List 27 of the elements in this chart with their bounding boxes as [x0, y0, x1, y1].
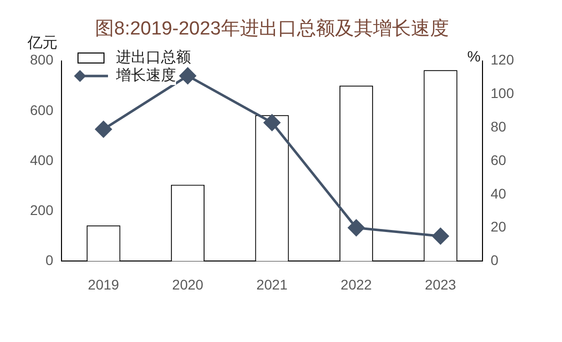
y2-tick-label: 40 — [490, 185, 506, 202]
y2-tick-label: 0 — [490, 252, 499, 268]
chart-title: 图8:2019-2023年进出口总额及其增长速度 — [95, 18, 449, 40]
x-tick-label: 2019 — [88, 276, 120, 292]
y2-axis-title: % — [467, 48, 481, 66]
text: 进出口总额 — [116, 49, 191, 67]
point — [179, 68, 196, 84]
y2-tick-label: 120 — [490, 52, 514, 68]
point — [432, 228, 449, 244]
x-tick-label: 2022 — [340, 276, 372, 292]
y-tick-label: 200 — [30, 202, 54, 218]
y-axis-title: 亿元 — [26, 34, 58, 52]
point — [348, 220, 365, 236]
point — [95, 121, 112, 138]
point — [264, 114, 280, 131]
x-tick-label: 2021 — [256, 276, 288, 292]
y2-tick-label: 100 — [490, 85, 514, 102]
y-tick-label: 400 — [30, 152, 54, 168]
x-tick-label: 2020 — [172, 276, 204, 292]
y-tick-label: 800 — [30, 52, 54, 68]
y2-tick-label: 80 — [490, 118, 506, 134]
y2-tick-label: 20 — [490, 218, 506, 235]
y2-tick-label: 60 — [490, 152, 506, 168]
y-tick-label: 0 — [46, 252, 54, 268]
x-tick-label: 2023 — [424, 276, 456, 292]
legend-label: 增长速度 — [116, 67, 176, 85]
y-tick-label: 600 — [30, 102, 54, 118]
